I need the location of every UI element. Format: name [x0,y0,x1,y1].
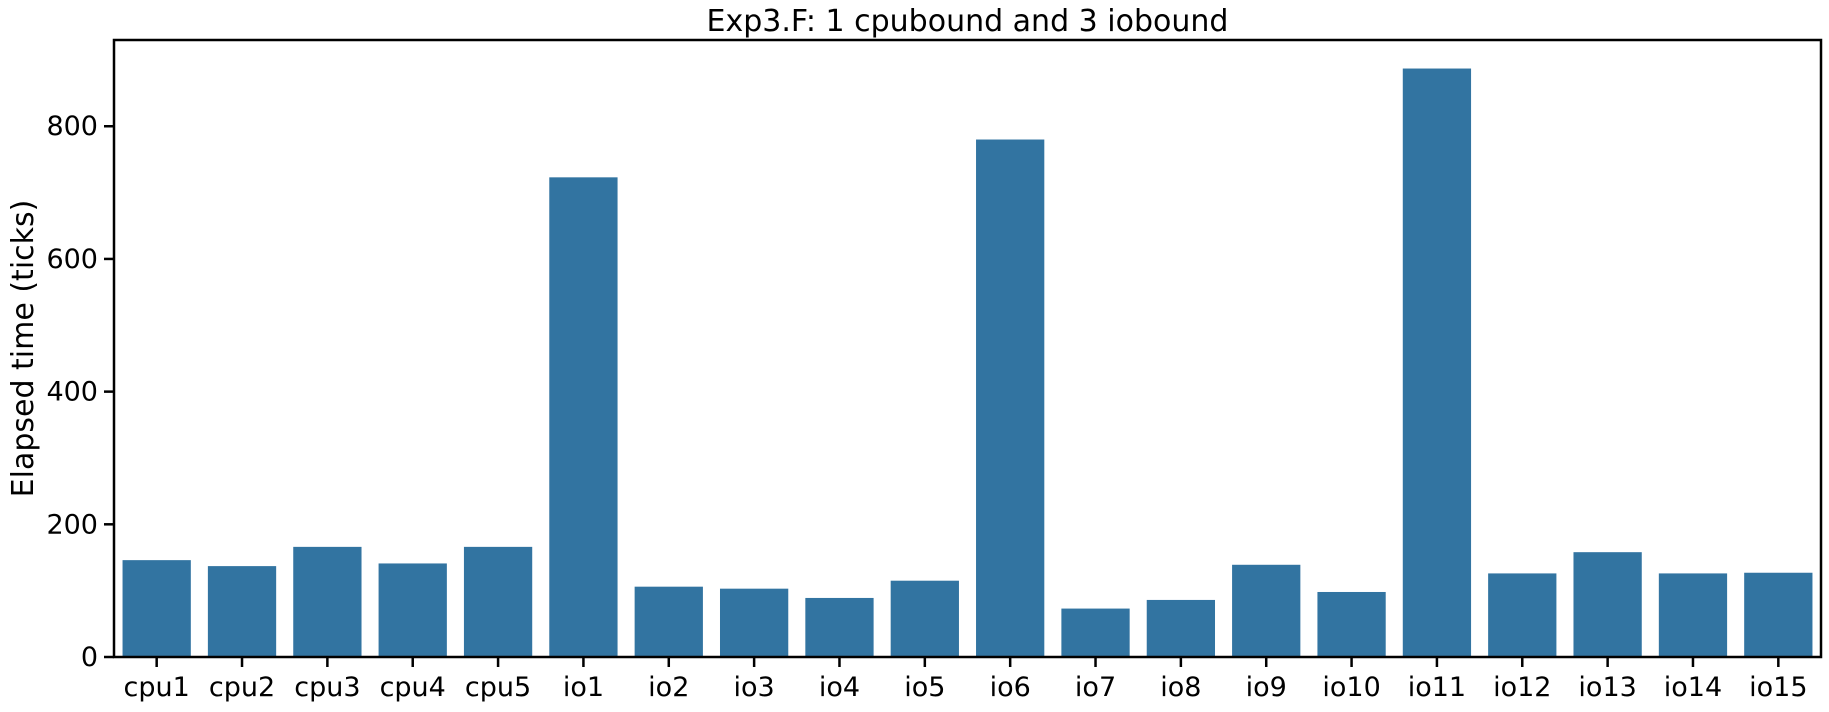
y-tick-label: 800 [46,111,98,142]
y-axis-label: Elapsed time (ticks) [6,200,41,498]
x-tick-label: io9 [1246,672,1287,703]
bar-io15 [1744,572,1813,657]
x-tick-label: io6 [990,672,1031,703]
x-tick-label: cpu3 [294,672,360,703]
x-tick-label: io2 [648,672,689,703]
bar-io7 [1061,608,1130,657]
x-tick-label: io3 [734,672,775,703]
x-tick-label: io12 [1493,672,1551,703]
bar-cpu5 [463,546,533,657]
bar-cpu2 [207,566,277,657]
x-axis-ticks: cpu1 cpu2 cpu3 cpu4 cpu5 io1 io2 io3 io4 io5 io6 io… [124,657,1808,703]
x-tick-label: cpu2 [209,672,275,703]
bar-io1 [549,177,618,657]
bar-io10 [1317,591,1386,657]
bar-cpu3 [293,546,362,657]
bar-io13 [1573,552,1642,657]
x-tick-label: io11 [1408,672,1466,703]
x-tick-label: io15 [1749,672,1807,703]
bar-io4 [805,597,874,657]
x-tick-label: io8 [1160,672,1201,703]
x-tick-label: io13 [1578,672,1636,703]
y-tick-label: 200 [46,509,98,540]
bar-io3 [719,588,789,657]
plot-frame [112,38,1823,659]
x-tick-label: cpu1 [124,672,190,703]
x-tick-label: io7 [1075,672,1116,703]
x-tick-label: io4 [819,672,860,703]
bars-group [122,68,1813,657]
bar-io14 [1658,573,1728,657]
x-tick-label: io14 [1664,672,1722,703]
x-tick-label: io10 [1322,672,1380,703]
y-tick-label: 600 [46,244,98,275]
x-tick-label: io5 [904,672,945,703]
bar-io8 [1146,599,1216,657]
bar-io12 [1488,573,1557,657]
bar-cpu4 [378,563,447,657]
x-tick-label: io1 [563,672,604,703]
bar-io11 [1402,68,1472,657]
y-tick-label: 0 [81,642,98,673]
bar-io5 [890,580,959,657]
bar-io2 [634,586,703,657]
x-tick-label: cpu5 [465,672,531,703]
y-tick-label: 400 [46,377,98,408]
bar-io9 [1232,564,1301,657]
bar-cpu1 [122,560,191,657]
y-axis-ticks: 0 200 400 600 800 [46,111,114,673]
x-tick-label: cpu4 [380,672,446,703]
chart-title: Exp3.F: 1 cpubound and 3 iobound [707,4,1229,39]
bar-io6 [976,139,1045,657]
